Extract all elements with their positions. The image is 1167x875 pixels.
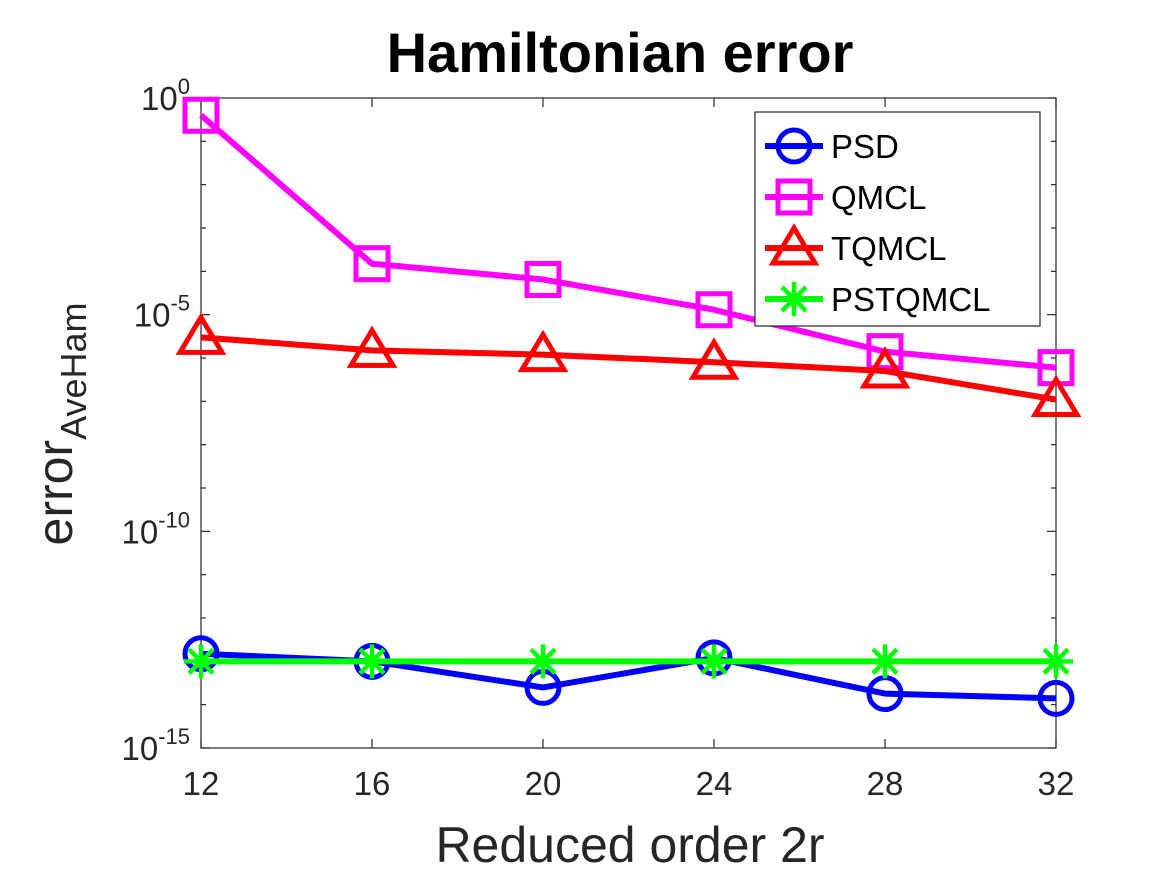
- y-axis-label: errorAveHam: [27, 303, 94, 546]
- x-tick-label: 32: [1038, 765, 1075, 802]
- data-point: [688, 337, 740, 380]
- data-point: [182, 96, 220, 134]
- series-layer: [175, 96, 1082, 717]
- data-point: [175, 312, 227, 355]
- x-axis-label: Reduced order 2r: [435, 817, 824, 873]
- y-axis-label-sub: AveHam: [53, 303, 94, 440]
- x-tick-label: 28: [867, 765, 904, 802]
- legend-label: QMCL: [831, 179, 926, 216]
- y-tick-label: 10-5: [134, 291, 190, 334]
- data-point: [184, 644, 218, 679]
- legend-marker: [777, 282, 811, 316]
- axis-ticks: 12 16 20 24 28 32 100 10-5 10-10 10-15: [121, 74, 1074, 802]
- series-qmcl: [182, 96, 1075, 387]
- data-point: [524, 260, 562, 298]
- legend-item: QMCL: [765, 178, 926, 216]
- legend-item: PSD: [765, 127, 899, 165]
- legend-marker: [775, 127, 813, 165]
- legend-label: TQMCL: [831, 230, 947, 267]
- series-pstqmcl: [184, 644, 1073, 679]
- data-point: [517, 329, 569, 373]
- svg-text:errorAveHam: errorAveHam: [27, 303, 94, 546]
- data-point: [866, 333, 904, 371]
- data-point: [1039, 644, 1073, 679]
- x-tick-label: 24: [696, 765, 733, 802]
- data-point: [346, 325, 398, 368]
- y-axis-label-main: error: [27, 440, 83, 546]
- legend-marker: [775, 178, 813, 216]
- y-tick-label: 10-15: [121, 724, 190, 767]
- x-tick-label: 20: [525, 765, 562, 802]
- y-tick-label: 10-10: [121, 507, 190, 550]
- series-line: [199, 112, 1057, 371]
- data-point: [859, 346, 911, 389]
- data-point: [868, 644, 902, 679]
- legend: PSD QMCL TQMCL PSTQMCL: [754, 111, 1041, 327]
- data-point: [526, 644, 560, 679]
- x-tick-label: 12: [183, 765, 220, 802]
- data-point: [697, 644, 731, 679]
- legend-label: PSD: [831, 128, 899, 165]
- data-point: [695, 291, 733, 329]
- legend-item: PSTQMCL: [765, 281, 991, 318]
- legend-marker: [768, 223, 820, 266]
- chart-title: Hamiltonian error: [387, 21, 854, 84]
- data-point: [1030, 374, 1082, 418]
- data-point: [353, 245, 391, 283]
- x-tick-label: 16: [354, 765, 391, 802]
- data-point: [1037, 679, 1075, 717]
- data-point: [355, 644, 389, 679]
- y-tick-label: 100: [141, 74, 190, 117]
- series-line: [200, 334, 1057, 403]
- legend-item: TQMCL: [765, 223, 947, 267]
- legend-label: PSTQMCL: [831, 281, 991, 318]
- series-tqmcl: [175, 312, 1082, 418]
